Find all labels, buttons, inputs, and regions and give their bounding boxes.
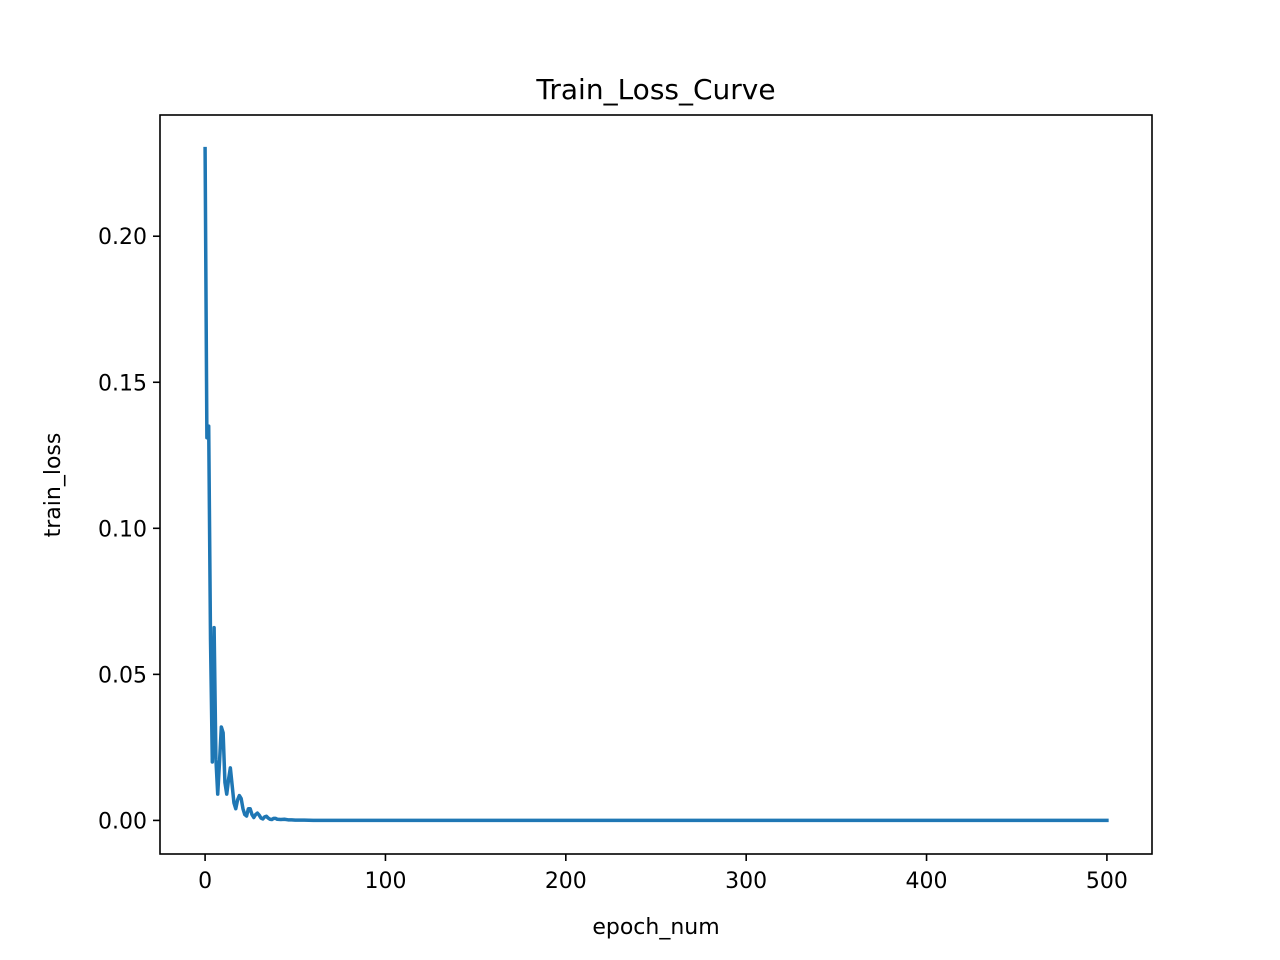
y-tick-label: 0.20 xyxy=(98,225,147,250)
y-tick-label: 0.15 xyxy=(98,371,147,396)
y-axis: 0.00 0.05 0.10 0.15 0.20 xyxy=(98,225,160,834)
x-tick-label: 100 xyxy=(364,869,406,894)
plot-frame xyxy=(159,114,1153,855)
x-tick-label: 300 xyxy=(725,869,767,894)
y-tick-label: 0.10 xyxy=(98,517,147,542)
x-axis-label: epoch_num xyxy=(592,915,719,940)
chart-title: Train_Loss_Curve xyxy=(535,73,775,106)
y-tick-label: 0.05 xyxy=(98,663,147,688)
series-line xyxy=(203,146,1109,823)
x-tick-label: 400 xyxy=(906,869,948,894)
x-tick-label: 0 xyxy=(198,869,212,894)
y-tick-label: 0.00 xyxy=(98,809,147,834)
x-tick-label: 500 xyxy=(1086,869,1128,894)
y-axis-label: train_loss xyxy=(41,433,66,538)
x-tick-label: 200 xyxy=(545,869,587,894)
plot-area xyxy=(203,146,1109,823)
x-axis: 0 100 200 300 400 500 xyxy=(198,854,1128,894)
